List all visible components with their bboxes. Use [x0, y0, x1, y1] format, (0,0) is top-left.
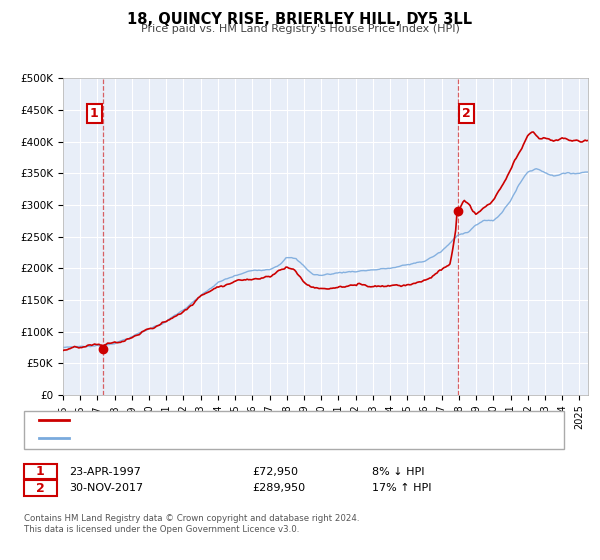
Text: Contains HM Land Registry data © Crown copyright and database right 2024.: Contains HM Land Registry data © Crown c…	[24, 514, 359, 523]
Text: 18, QUINCY RISE, BRIERLEY HILL, DY5 3LL (detached house): 18, QUINCY RISE, BRIERLEY HILL, DY5 3LL …	[75, 415, 368, 425]
Text: 23-APR-1997: 23-APR-1997	[69, 466, 141, 477]
Text: £72,950: £72,950	[252, 466, 298, 477]
Text: 1: 1	[36, 465, 44, 478]
Text: Price paid vs. HM Land Registry's House Price Index (HPI): Price paid vs. HM Land Registry's House …	[140, 24, 460, 34]
Text: 30-NOV-2017: 30-NOV-2017	[69, 483, 143, 493]
Text: HPI: Average price, detached house, Dudley: HPI: Average price, detached house, Dudl…	[75, 433, 290, 443]
Text: £289,950: £289,950	[252, 483, 305, 493]
Text: 18, QUINCY RISE, BRIERLEY HILL, DY5 3LL: 18, QUINCY RISE, BRIERLEY HILL, DY5 3LL	[127, 12, 473, 27]
Text: 2: 2	[36, 482, 44, 495]
Text: 17% ↑ HPI: 17% ↑ HPI	[372, 483, 431, 493]
Text: 1: 1	[90, 107, 98, 120]
Text: This data is licensed under the Open Government Licence v3.0.: This data is licensed under the Open Gov…	[24, 525, 299, 534]
Text: 8% ↓ HPI: 8% ↓ HPI	[372, 466, 425, 477]
Text: 2: 2	[462, 107, 470, 120]
